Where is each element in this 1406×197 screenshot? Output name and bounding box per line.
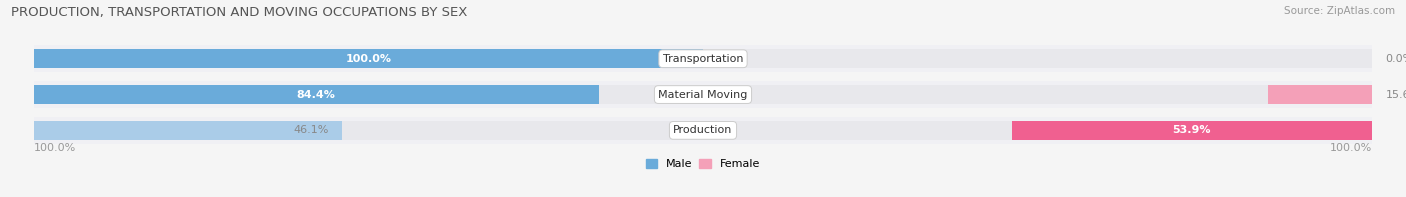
- Text: 84.4%: 84.4%: [297, 90, 336, 99]
- Text: 100.0%: 100.0%: [1330, 143, 1372, 153]
- Bar: [34, 85, 703, 104]
- Text: Production: Production: [673, 125, 733, 135]
- Bar: [34, 121, 703, 140]
- Bar: [34, 49, 703, 68]
- Bar: [34, 46, 1372, 72]
- Text: 15.6%: 15.6%: [1385, 90, 1406, 99]
- Text: 0.0%: 0.0%: [1385, 54, 1406, 64]
- Text: 100.0%: 100.0%: [346, 54, 391, 64]
- Bar: [1268, 85, 1372, 104]
- Bar: [34, 85, 599, 104]
- Bar: [1011, 121, 1372, 140]
- Text: 100.0%: 100.0%: [34, 143, 76, 153]
- Legend: Male, Female: Male, Female: [647, 159, 759, 169]
- Bar: [34, 49, 703, 68]
- Text: Material Moving: Material Moving: [658, 90, 748, 99]
- Text: Source: ZipAtlas.com: Source: ZipAtlas.com: [1284, 6, 1395, 16]
- Bar: [34, 81, 1372, 108]
- Bar: [703, 121, 1372, 140]
- Text: PRODUCTION, TRANSPORTATION AND MOVING OCCUPATIONS BY SEX: PRODUCTION, TRANSPORTATION AND MOVING OC…: [11, 6, 468, 19]
- Bar: [34, 117, 1372, 144]
- Bar: [703, 49, 1372, 68]
- Bar: [703, 85, 1372, 104]
- Text: Transportation: Transportation: [662, 54, 744, 64]
- Bar: [34, 121, 342, 140]
- Text: 53.9%: 53.9%: [1173, 125, 1211, 135]
- Text: 46.1%: 46.1%: [294, 125, 329, 135]
